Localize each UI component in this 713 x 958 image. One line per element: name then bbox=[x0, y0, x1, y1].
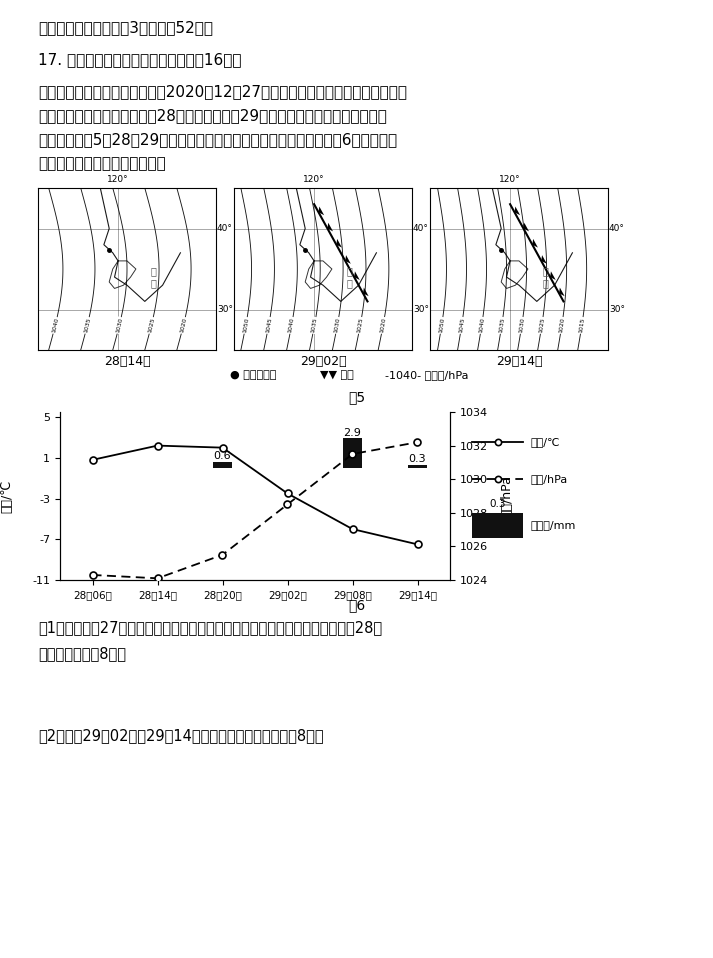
Text: 黄
海: 黄 海 bbox=[347, 266, 353, 288]
Text: 图6: 图6 bbox=[348, 598, 365, 612]
Text: 1015: 1015 bbox=[578, 317, 585, 333]
Text: 1025: 1025 bbox=[147, 317, 155, 333]
Text: 1020: 1020 bbox=[379, 317, 387, 333]
Bar bbox=[213, 462, 232, 468]
Text: 黄
海: 黄 海 bbox=[543, 266, 548, 288]
Bar bbox=[344, 439, 361, 468]
Polygon shape bbox=[559, 287, 565, 296]
Polygon shape bbox=[533, 239, 538, 247]
Text: 0.6: 0.6 bbox=[214, 451, 231, 461]
Text: 1040: 1040 bbox=[478, 317, 486, 333]
Text: 气温/℃: 气温/℃ bbox=[530, 437, 560, 447]
Text: ▼▼ 冷锋: ▼▼ 冷锋 bbox=[320, 370, 354, 380]
Text: 1020: 1020 bbox=[558, 317, 565, 333]
Text: 1040: 1040 bbox=[51, 317, 59, 333]
Text: 1045: 1045 bbox=[265, 317, 272, 333]
Text: 黄
海: 黄 海 bbox=[150, 266, 157, 288]
Text: （1）推断导致27日夜间栖霞市部分高速公路封闭的天气现象，并分析其持续到28日: （1）推断导致27日夜间栖霞市部分高速公路封闭的天气现象，并分析其持续到28日 bbox=[38, 620, 382, 635]
Bar bbox=[472, 513, 523, 538]
Text: 1020: 1020 bbox=[179, 317, 188, 333]
Text: 0.3: 0.3 bbox=[409, 454, 426, 464]
Text: 图5: 图5 bbox=[348, 390, 365, 404]
Polygon shape bbox=[319, 207, 324, 216]
Text: 30°: 30° bbox=[413, 305, 429, 314]
Polygon shape bbox=[327, 222, 333, 232]
Bar bbox=[409, 465, 426, 468]
Text: 夜间的原因。（8分）: 夜间的原因。（8分） bbox=[38, 646, 126, 661]
Text: 封闭，该天气现象一直持续到28日夜间才消失。29日凌晨，栖霞市出现降雪，交通: 封闭，该天气现象一直持续到28日夜间才消失。29日凌晨，栖霞市出现降雪，交通 bbox=[38, 108, 387, 123]
Text: 降水量/mm: 降水量/mm bbox=[530, 519, 575, 530]
Polygon shape bbox=[354, 271, 360, 280]
Polygon shape bbox=[515, 207, 520, 216]
Polygon shape bbox=[337, 239, 342, 247]
Y-axis label: 气压/hPa: 气压/hPa bbox=[501, 475, 513, 517]
Text: 管制持续。图5为28～29日不同时刻亚洲局部海平面气压场分布图。图6为栖霞气象: 管制持续。图5为28～29日不同时刻亚洲局部海平面气压场分布图。图6为栖霞气象 bbox=[38, 132, 397, 147]
Text: 40°: 40° bbox=[413, 224, 429, 233]
Y-axis label: 气温/℃: 气温/℃ bbox=[0, 479, 14, 513]
Text: 1030: 1030 bbox=[334, 317, 341, 333]
Text: 1050: 1050 bbox=[242, 317, 250, 333]
Text: 30°: 30° bbox=[217, 305, 233, 314]
Text: 2.9: 2.9 bbox=[344, 427, 361, 438]
Text: 1035: 1035 bbox=[311, 317, 318, 333]
Polygon shape bbox=[345, 255, 351, 263]
Polygon shape bbox=[541, 255, 547, 263]
Text: 1045: 1045 bbox=[458, 317, 465, 333]
Text: 1035: 1035 bbox=[498, 317, 506, 333]
Text: 40°: 40° bbox=[609, 224, 625, 233]
Text: 1030: 1030 bbox=[116, 317, 123, 333]
Text: 1030: 1030 bbox=[518, 317, 525, 333]
Text: 1050: 1050 bbox=[438, 317, 445, 333]
Text: 120°: 120° bbox=[303, 175, 325, 184]
Polygon shape bbox=[550, 271, 555, 280]
Text: 40°: 40° bbox=[217, 224, 232, 233]
Text: 29日14时: 29日14时 bbox=[496, 355, 543, 368]
Text: ● 栖霞气象站: ● 栖霞气象站 bbox=[230, 370, 277, 380]
Text: 1025: 1025 bbox=[356, 317, 364, 333]
Text: 气压/hPa: 气压/hPa bbox=[530, 474, 568, 484]
Text: 1040: 1040 bbox=[288, 317, 295, 333]
Text: 1025: 1025 bbox=[538, 317, 545, 333]
Text: 1035: 1035 bbox=[83, 317, 91, 333]
Text: 120°: 120° bbox=[107, 175, 129, 184]
Text: 0.3: 0.3 bbox=[489, 499, 506, 510]
Text: （2）分析29日02时和29日14时降雪天气的形成过程。（8分）: （2）分析29日02时和29日14时降雪天气的形成过程。（8分） bbox=[38, 728, 324, 743]
Polygon shape bbox=[363, 287, 369, 296]
Text: 二、非选择题：本题共3小题，共52分。: 二、非选择题：本题共3小题，共52分。 bbox=[38, 20, 213, 35]
Text: 受天气影响，山东省栖霞市2020年12月27日夜间实施交通管制，部分高速公路: 受天气影响，山东省栖霞市2020年12月27日夜间实施交通管制，部分高速公路 bbox=[38, 84, 407, 99]
Text: 站气温、气压和降水量变化图。: 站气温、气压和降水量变化图。 bbox=[38, 156, 165, 171]
Text: 120°: 120° bbox=[499, 175, 521, 184]
Text: 29日02时: 29日02时 bbox=[299, 355, 347, 368]
Text: 30°: 30° bbox=[609, 305, 625, 314]
Text: 17. 阅读图文材料，完成下列要求。（16分）: 17. 阅读图文材料，完成下列要求。（16分） bbox=[38, 52, 242, 67]
Polygon shape bbox=[523, 222, 529, 232]
Text: 28日14时: 28日14时 bbox=[103, 355, 150, 368]
Text: -1040- 等压线/hPa: -1040- 等压线/hPa bbox=[385, 370, 468, 380]
